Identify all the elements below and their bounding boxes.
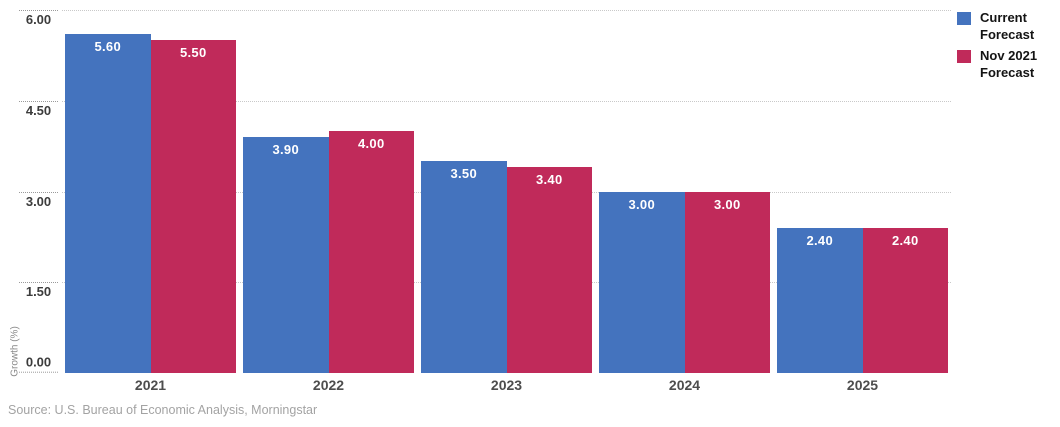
y-tick-label: 6.00 <box>25 12 52 27</box>
y-tick-line <box>19 10 58 11</box>
y-tick: 0.00 <box>19 354 58 373</box>
x-axis-label: 2023 <box>490 377 523 393</box>
x-axis-label: 2025 <box>846 377 879 393</box>
bar-current-forecast: 3.90 <box>243 137 329 373</box>
y-tick-label: 1.50 <box>25 284 52 300</box>
bar-current-forecast: 5.60 <box>65 34 151 373</box>
bar-value-label: 5.60 <box>94 39 121 55</box>
x-axis-label: 2022 <box>312 377 345 393</box>
bar-value-label: 2.40 <box>891 232 919 248</box>
y-tick-line <box>19 372 58 373</box>
legend-swatch <box>957 12 971 25</box>
x-axis-label: 2021 <box>134 377 167 393</box>
bar-value-label: 3.00 <box>628 196 655 212</box>
bar-groups: 5.60 5.50 3.90 4.00 3.50 3.40 3.00 3.00 2.40 2.40 <box>62 10 951 373</box>
bar-value-label: 4.00 <box>357 136 385 151</box>
bar-current-forecast: 2.40 <box>777 227 863 373</box>
legend: Current Forecast Nov 2021 Forecast <box>957 10 1054 82</box>
bar-nov-2021-forecast: 5.50 <box>150 40 236 373</box>
y-tick-label: 4.50 <box>25 102 52 118</box>
y-tick-label: 3.00 <box>25 193 52 209</box>
bar-value-label: 2.40 <box>806 232 833 248</box>
bar-group: 3.00 3.00 <box>599 10 770 373</box>
legend-item: Current Forecast <box>957 10 1054 43</box>
y-tick: 3.00 <box>19 191 58 209</box>
bar-current-forecast: 3.50 <box>421 161 507 373</box>
legend-label: Current Forecast <box>980 10 1035 42</box>
y-tick-line <box>19 282 58 284</box>
y-tick-label: 0.00 <box>25 354 52 370</box>
bar-value-label: 3.90 <box>272 142 299 158</box>
bar-value-label: 3.50 <box>450 166 477 182</box>
bar-value-label: 5.50 <box>179 45 207 61</box>
y-tick-line <box>19 191 58 193</box>
y-tick: 4.50 <box>19 100 58 118</box>
bar-nov-2021-forecast: 2.40 <box>862 227 948 373</box>
gridline <box>62 10 951 11</box>
legend-swatch <box>957 50 971 64</box>
bar-nov-2021-forecast: 4.00 <box>328 131 414 373</box>
y-axis-title: Growth (%) <box>9 326 21 377</box>
y-tick-line <box>19 100 58 102</box>
plot-area: 5.60 5.50 3.90 4.00 3.50 3.40 3.00 3.00 2.40 2.40 <box>62 10 951 373</box>
y-tick: 6.00 <box>19 10 58 27</box>
y-tick: 1.50 <box>19 282 58 299</box>
gridline <box>62 100 951 102</box>
legend-label: Nov 2021 Forecast <box>980 48 1038 80</box>
x-axis-label: 2024 <box>668 377 701 393</box>
x-axis-labels: 2021 2022 2023 2024 2025 <box>62 377 951 393</box>
bar-nov-2021-forecast: 3.00 <box>684 191 770 373</box>
legend-item: Nov 2021 Forecast <box>957 48 1054 81</box>
bar-group: 2.40 2.40 <box>777 10 948 373</box>
bar-value-label: 3.40 <box>535 172 563 188</box>
bar-value-label: 3.00 <box>713 196 741 212</box>
bar-current-forecast: 3.00 <box>599 191 685 373</box>
bar-nov-2021-forecast: 3.40 <box>506 167 592 373</box>
source-note: Source: U.S. Bureau of Economic Analysis… <box>8 403 318 417</box>
bar-group: 5.60 5.50 <box>65 10 236 373</box>
bar-group: 3.90 4.00 <box>243 10 414 373</box>
bar-group: 3.50 3.40 <box>421 10 592 373</box>
